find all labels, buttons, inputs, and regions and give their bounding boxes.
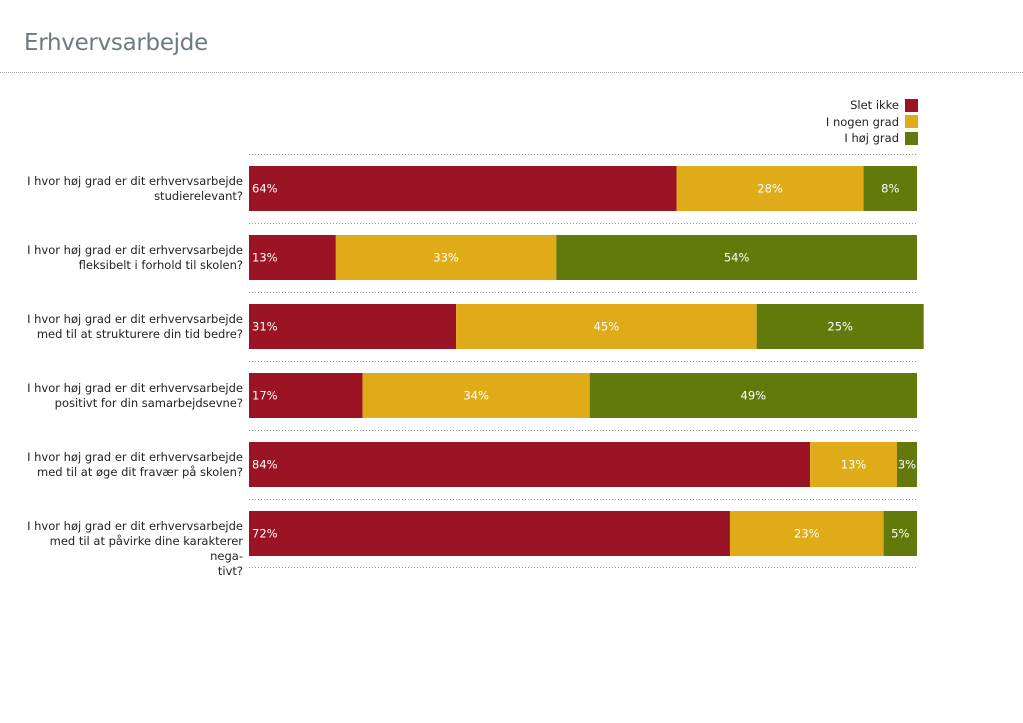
data-label: 13% [841, 458, 867, 472]
bar-segment [456, 304, 757, 349]
question-label-line: I hvor høj grad er dit erhvervsarbejde [27, 243, 243, 257]
question-label-line: studierelevant? [154, 189, 243, 203]
question-label: I hvor høj grad er dit erhvervsarbejde fl… [20, 243, 243, 273]
data-label: 33% [433, 251, 459, 265]
data-label: 8% [881, 182, 899, 196]
data-label: 17% [252, 389, 278, 403]
legend-swatch [905, 115, 918, 129]
question-label: I hvor høj grad er dit erhvervsarbejde me… [20, 450, 243, 480]
data-label: 84% [252, 458, 278, 472]
data-label: 31% [252, 320, 278, 334]
chart-legend: Slet ikke I nogen grad I høj grad [826, 97, 918, 147]
question-label: I hvor høj grad er dit erhvervsarbejde st… [20, 174, 243, 204]
question-label-line: fleksibelt i forhold til skolen? [78, 258, 243, 272]
data-label: 45% [594, 320, 620, 334]
question-label-line: I hvor høj grad er dit erhvervsarbejde [27, 450, 243, 464]
bar-segment [729, 511, 884, 556]
legend-item-i-nogen-grad: I nogen grad [826, 114, 918, 131]
bar-segment [249, 442, 811, 487]
question-label: I hvor høj grad er dit erhvervsarbejde me… [20, 519, 243, 579]
bar-segment [810, 442, 897, 487]
legend-label: I nogen grad [825, 114, 899, 129]
bar-segment [249, 304, 457, 349]
legend-swatch [905, 131, 918, 145]
data-label: 64% [252, 182, 278, 196]
data-label: 34% [463, 389, 489, 403]
bar-segment [883, 511, 917, 556]
question-label: I hvor høj grad er dit erhvervsarbejde me… [20, 312, 243, 342]
data-label: 25% [827, 320, 853, 334]
legend-label: I høj grad [844, 131, 899, 146]
data-label: 54% [724, 251, 750, 265]
legend-item-i-hoej-grad: I høj grad [826, 130, 918, 147]
question-label-line: positivt for din samarbejdsevne? [54, 396, 243, 410]
bar-segment [589, 373, 917, 418]
bar-segment [362, 373, 590, 418]
question-label-line: I hvor høj grad er dit erhvervsarbejde [27, 381, 243, 395]
page-title: Erhvervsarbejde [24, 30, 208, 56]
bar-segment [249, 511, 730, 556]
question-label-line: med til at påvirke dine karakterer nega- [49, 534, 243, 563]
data-label: 5% [891, 527, 909, 541]
data-label: 72% [252, 527, 278, 541]
legend-label: Slet ikke [850, 98, 899, 113]
bar-segment [896, 442, 917, 487]
question-label: I hvor høj grad er dit erhvervsarbejde po… [20, 381, 243, 411]
question-label-line: med til at øge dit fravær på skolen? [37, 465, 243, 479]
title-divider [0, 72, 1023, 73]
data-label: 49% [741, 389, 767, 403]
question-label-line: tivt? [217, 564, 243, 578]
legend-swatch [905, 98, 918, 112]
legend-item-slet-ikke: Slet ikke [826, 97, 918, 114]
data-label: 13% [252, 251, 278, 265]
data-label: 23% [794, 527, 820, 541]
bar-segment [756, 304, 924, 349]
bar-segment [863, 166, 917, 211]
data-label: 3% [898, 458, 916, 472]
data-label: 28% [757, 182, 783, 196]
bar-segment [249, 235, 336, 280]
bar-segment [249, 373, 363, 418]
question-label-line: I hvor høj grad er dit erhvervsarbejde [27, 519, 243, 533]
bar-segment [249, 166, 677, 211]
bar-segment [676, 166, 864, 211]
question-label-line: I hvor høj grad er dit erhvervsarbejde [27, 174, 243, 188]
question-label-line: I hvor høj grad er dit erhvervsarbejde [27, 312, 243, 326]
question-label-line: med til at strukturere din tid bedre? [36, 327, 243, 341]
bar-segment [556, 235, 917, 280]
bar-segment [335, 235, 557, 280]
